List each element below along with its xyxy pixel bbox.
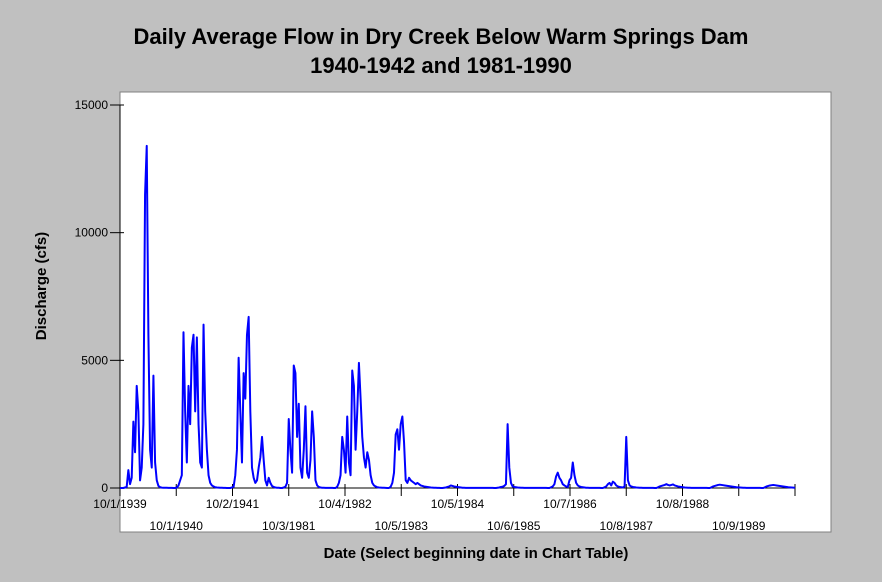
y-tick-label: 5000 [81,353,108,367]
x-tick-label: 10/3/1981 [262,519,316,533]
chart-title: Daily Average Flow in Dry Creek Below Wa… [133,24,749,49]
y-axis: 0 5000 10000 15000 [75,98,124,495]
x-tick-label: 10/8/1987 [600,519,654,533]
x-axis-title: Date (Select beginning date in Chart Tab… [324,545,629,562]
y-tick-label: 15000 [75,98,109,112]
plot-area [119,91,832,533]
x-tick-label: 10/1/1939 [93,497,147,511]
x-tick-label: 10/9/1989 [712,519,766,533]
x-tick-label: 10/2/1941 [206,497,260,511]
x-tick-label: 10/4/1982 [318,497,372,511]
x-tick-label: 10/8/1988 [656,497,710,511]
x-tick-label: 10/6/1985 [487,519,541,533]
series-line [120,144,796,489]
chart-subtitle: 1940-1942 and 1981-1990 [310,53,572,78]
y-tick-label: 0 [101,481,108,495]
y-axis-title: Discharge (cfs) [33,232,50,340]
y-tick-label: 10000 [75,226,109,240]
x-tick-label: 10/5/1984 [431,497,485,511]
x-tick-label: 10/7/1986 [543,497,597,511]
x-tick-label: 10/5/1983 [375,519,429,533]
x-tick-label: 10/1/1940 [150,519,204,533]
